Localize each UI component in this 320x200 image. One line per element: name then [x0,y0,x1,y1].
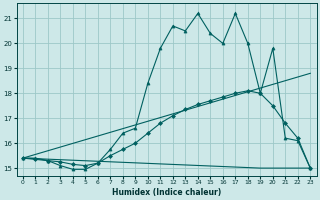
X-axis label: Humidex (Indice chaleur): Humidex (Indice chaleur) [112,188,221,197]
